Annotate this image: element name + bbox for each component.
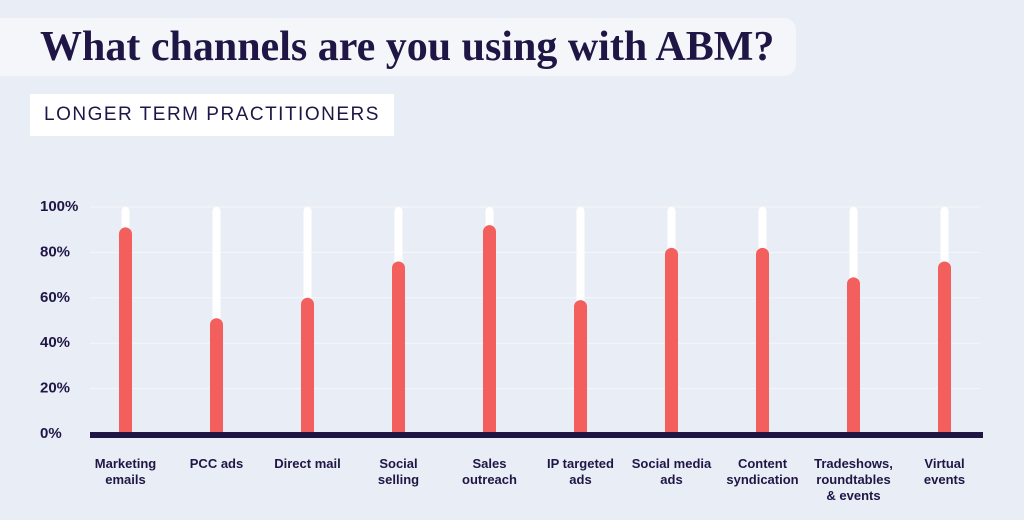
bar — [847, 277, 860, 438]
x-tick-label: Social selling — [377, 456, 420, 487]
bar — [483, 225, 496, 438]
x-tick-label: Social media ads — [631, 456, 712, 487]
x-tick-label: Direct mail — [274, 456, 341, 471]
bar — [574, 300, 587, 438]
bar — [119, 227, 132, 438]
y-tick-label: 40% — [40, 334, 70, 351]
bar — [665, 247, 678, 438]
bar — [301, 297, 314, 438]
chart-title: What channels are you using with ABM? — [0, 18, 797, 76]
x-tick-label: Sales outreach — [462, 456, 517, 487]
y-tick-label: 100% — [40, 198, 78, 215]
x-tick-label: Marketing emails — [94, 456, 157, 487]
bar — [210, 318, 223, 438]
y-tick-label: 20% — [40, 380, 70, 397]
x-tick-label: PCC ads — [189, 456, 244, 471]
bar — [756, 247, 769, 438]
y-tick-label: 0% — [40, 425, 62, 442]
bar — [938, 261, 951, 438]
bar — [392, 261, 405, 438]
x-tick-label: Virtual events — [923, 456, 966, 487]
x-tick-label: Content syndication — [726, 456, 799, 487]
y-tick-label: 80% — [40, 243, 70, 260]
y-tick-label: 60% — [40, 289, 70, 306]
chart-subtitle: LONGER TERM PRACTITIONERS — [30, 94, 394, 136]
x-tick-label: IP targeted ads — [547, 456, 614, 487]
x-tick-label: Tradeshows, roundtables & events — [814, 456, 893, 503]
